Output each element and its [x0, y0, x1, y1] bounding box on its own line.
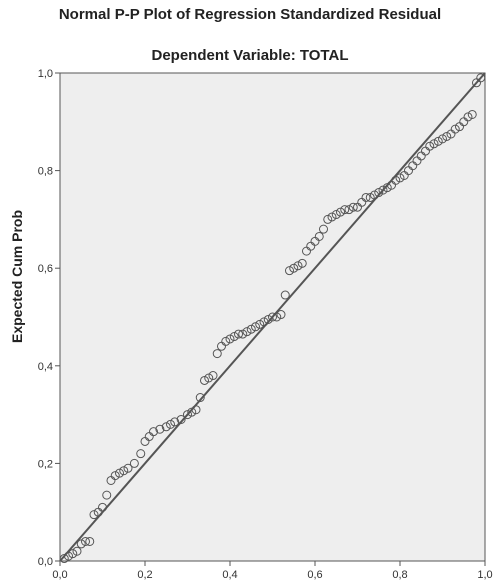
x-tick-label: 0,4	[222, 569, 237, 581]
x-tick-label: 0,8	[392, 569, 407, 581]
x-tick-label: 0,2	[137, 569, 152, 581]
x-tick-label: 1,0	[477, 569, 492, 581]
x-tick-label: 0,6	[307, 569, 322, 581]
y-tick-label: 0,4	[38, 361, 53, 373]
y-tick-label: 0,2	[38, 458, 53, 470]
x-tick-label: 0,0	[52, 569, 67, 581]
y-tick-label: 0,8	[38, 166, 53, 178]
y-tick-label: 0,6	[38, 263, 53, 275]
y-tick-label: 1,0	[38, 68, 53, 80]
y-tick-label: 0,0	[38, 556, 53, 568]
